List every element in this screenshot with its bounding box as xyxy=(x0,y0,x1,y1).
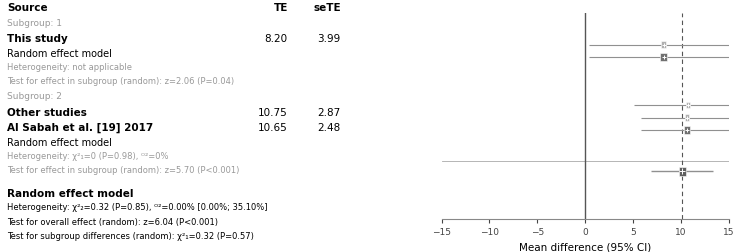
Text: Random effect model: Random effect model xyxy=(7,138,112,148)
Text: Al Sabah et al. [19] 2017: Al Sabah et al. [19] 2017 xyxy=(7,123,154,133)
Text: Heterogeneity: χ²₁=0 (P=0.98), ᴼ²=0%: Heterogeneity: χ²₁=0 (P=0.98), ᴼ²=0% xyxy=(7,152,169,161)
Text: Source: Source xyxy=(7,3,48,13)
Bar xyxy=(686,102,690,108)
X-axis label: Mean difference (95% CI): Mean difference (95% CI) xyxy=(519,243,651,252)
Text: Subgroup: 2: Subgroup: 2 xyxy=(7,92,63,101)
Text: Other studies: Other studies xyxy=(7,108,88,118)
Text: 10.75: 10.75 xyxy=(258,108,288,118)
Text: 2.87: 2.87 xyxy=(317,108,341,118)
Text: Test for effect in subgroup (random): z=5.70 (P<0.001): Test for effect in subgroup (random): z=… xyxy=(7,166,240,175)
Text: 2.48: 2.48 xyxy=(317,123,341,133)
Bar xyxy=(661,41,666,48)
Text: TE: TE xyxy=(273,3,288,13)
Text: 8.20: 8.20 xyxy=(265,34,288,44)
Text: Heterogeneity: not applicable: Heterogeneity: not applicable xyxy=(7,63,132,72)
Bar xyxy=(684,126,690,134)
Text: Random effect model: Random effect model xyxy=(7,188,134,199)
Text: 10.65: 10.65 xyxy=(258,123,288,133)
Text: seTE: seTE xyxy=(313,3,341,13)
Text: Heterogeneity: χ²₂=0.32 (P=0.85), ᴼ²=0.00% [0.00%; 35.10%]: Heterogeneity: χ²₂=0.32 (P=0.85), ᴼ²=0.0… xyxy=(7,204,268,212)
Text: Random effect model: Random effect model xyxy=(7,49,112,59)
Text: This study: This study xyxy=(7,34,68,44)
Text: Test for effect in subgroup (random): z=2.06 (P=0.04): Test for effect in subgroup (random): z=… xyxy=(7,77,235,86)
Bar xyxy=(684,114,690,121)
Text: 3.99: 3.99 xyxy=(317,34,341,44)
Text: Test for subgroup differences (random): χ²₁=0.32 (P=0.57): Test for subgroup differences (random): … xyxy=(7,232,254,241)
Bar xyxy=(679,167,686,176)
Bar xyxy=(660,53,667,61)
Text: Test for overall effect (random): z=6.04 (P<0.001): Test for overall effect (random): z=6.04… xyxy=(7,218,219,227)
Text: Subgroup: 1: Subgroup: 1 xyxy=(7,19,63,28)
